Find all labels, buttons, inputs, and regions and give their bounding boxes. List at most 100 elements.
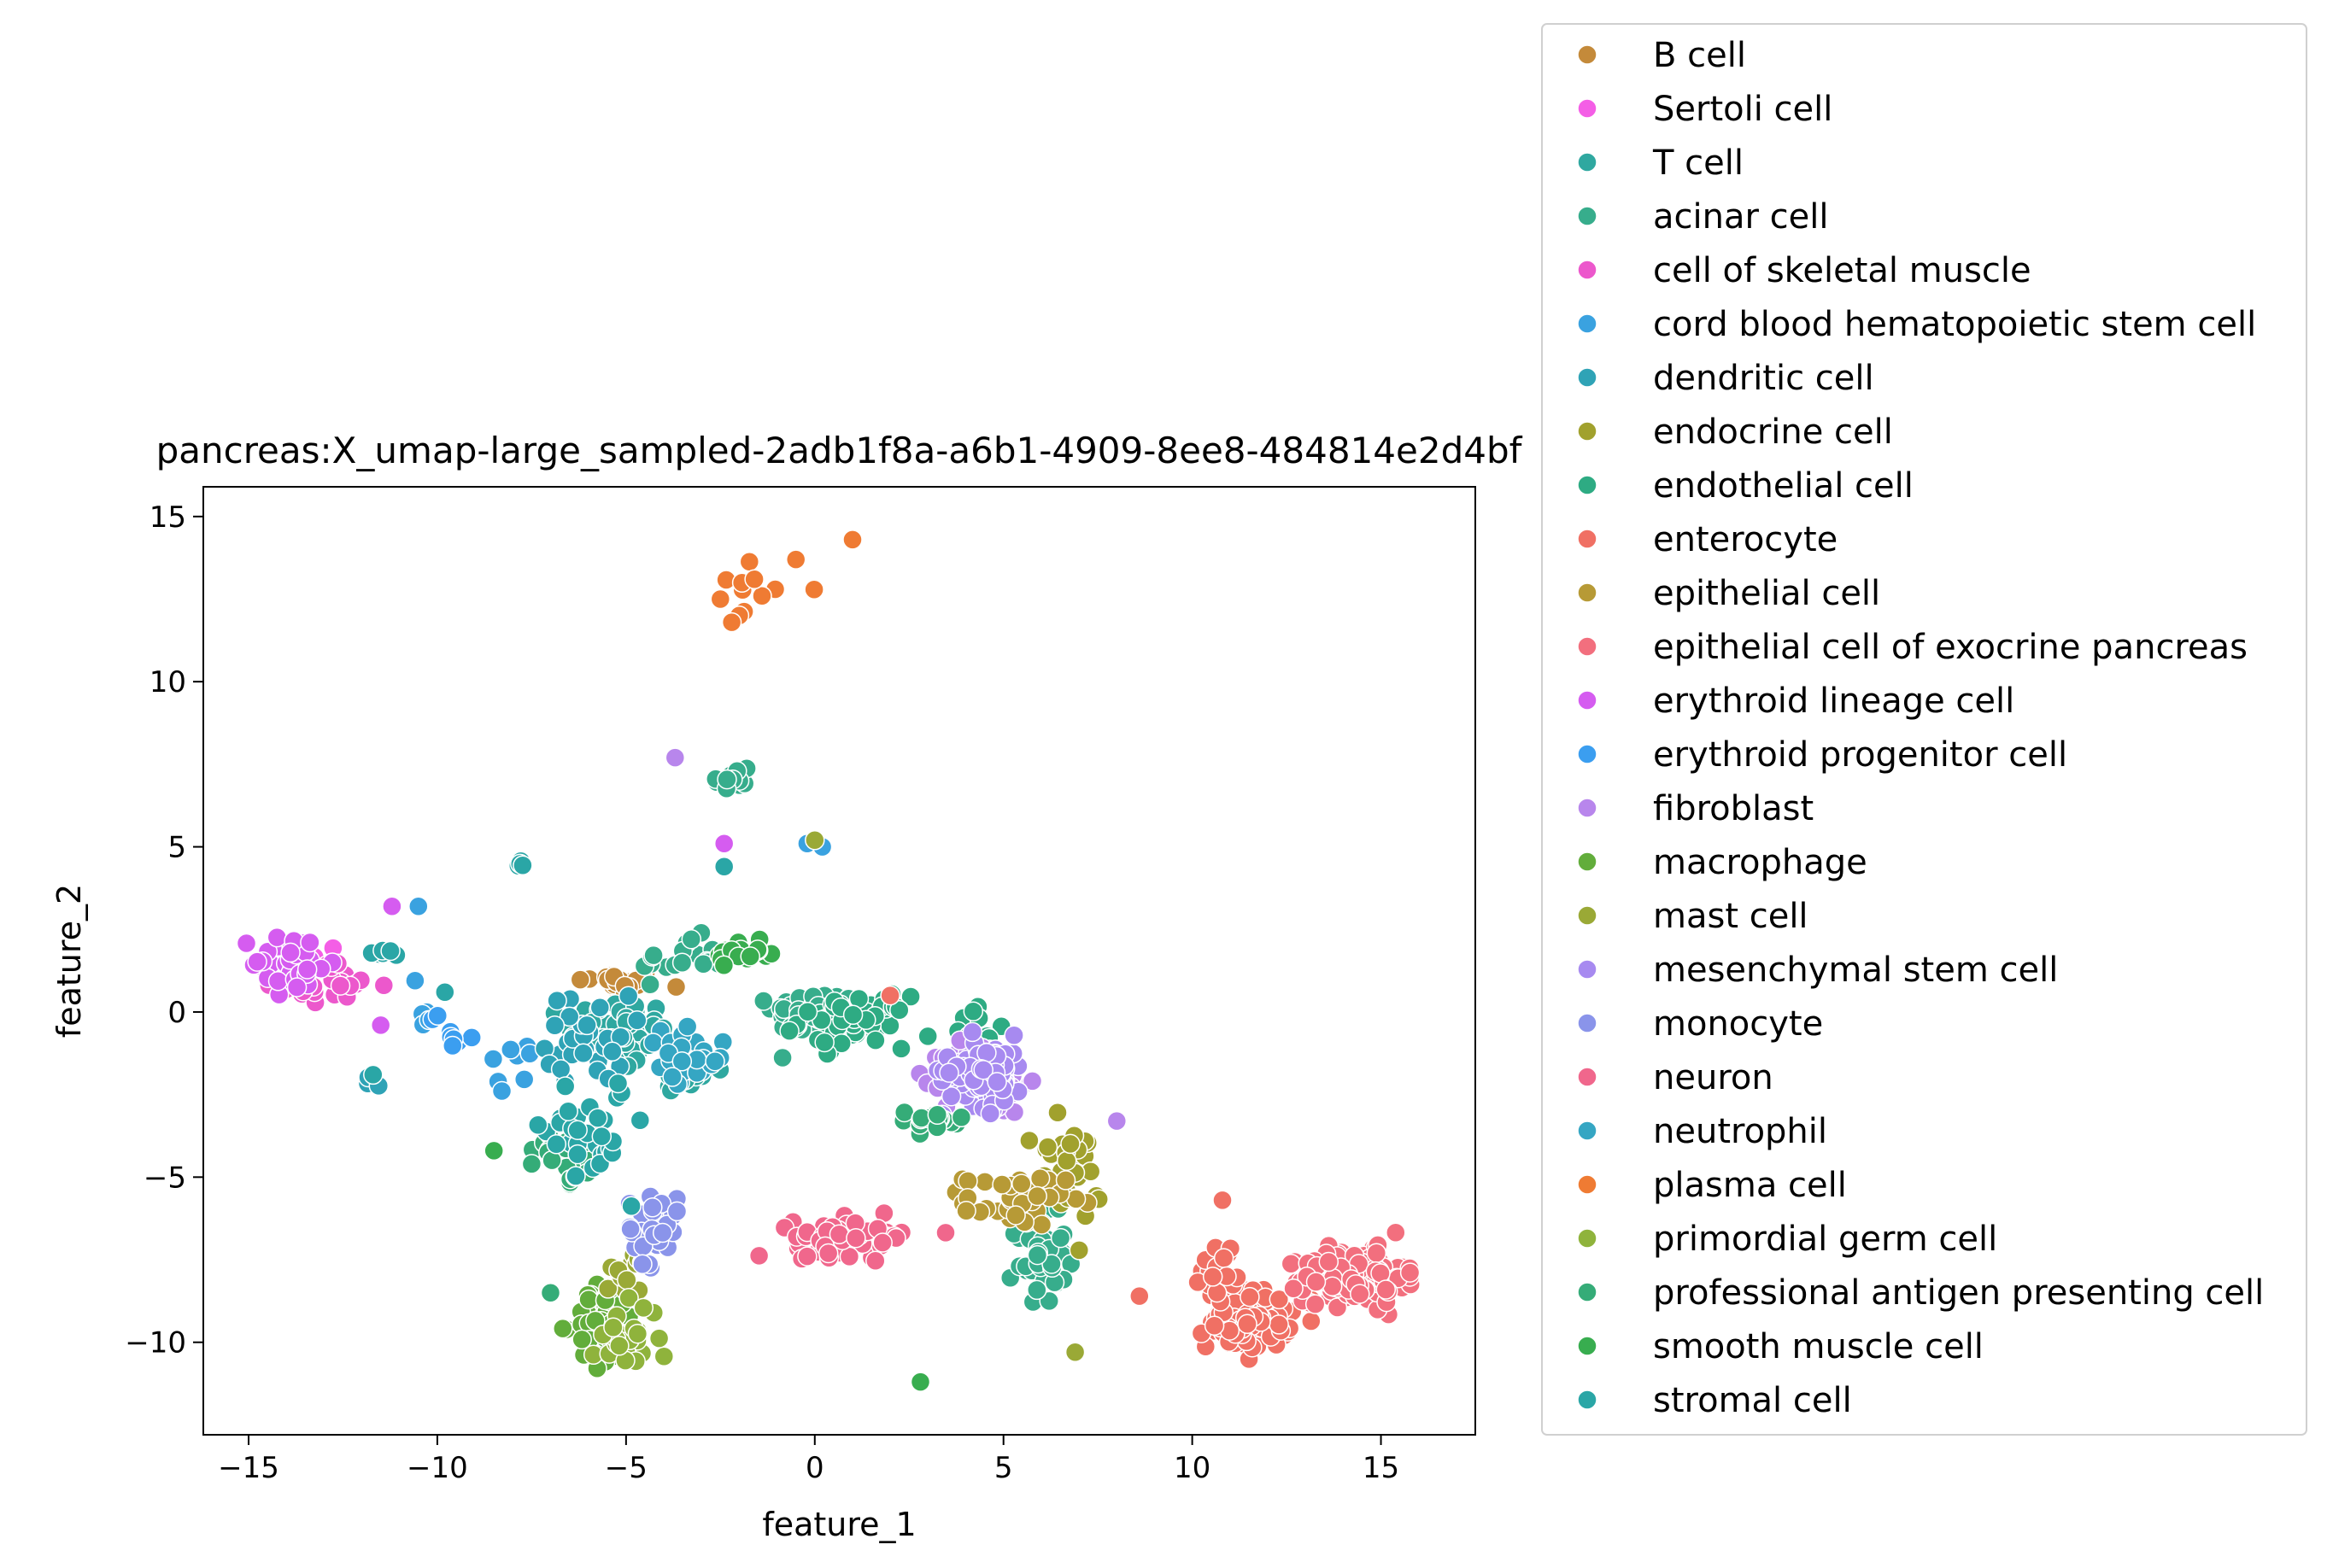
legend-item: neutrophil bbox=[1577, 1112, 1827, 1151]
y-tick-label: −10 bbox=[125, 1326, 186, 1360]
scatter-point bbox=[1212, 1190, 1233, 1211]
scatter-point bbox=[665, 747, 686, 768]
legend-label: T cell bbox=[1652, 143, 1744, 183]
scatter-point bbox=[1041, 1254, 1062, 1274]
legend-label: fibroblast bbox=[1653, 789, 1814, 828]
x-tick-label: 5 bbox=[994, 1451, 1013, 1485]
scatter-point bbox=[865, 1250, 886, 1272]
scatter-point bbox=[236, 933, 257, 954]
legend-label: mast cell bbox=[1653, 897, 1808, 936]
scatter-point bbox=[1240, 1286, 1260, 1308]
scatter-point bbox=[721, 611, 742, 633]
legend: B cell Sertoli cell T cell acinar cell cell … bbox=[1541, 23, 2307, 1436]
plot-area bbox=[203, 487, 1475, 1435]
scatter-point bbox=[939, 1062, 959, 1083]
scatter-point bbox=[550, 1059, 571, 1079]
scatter-point bbox=[1269, 1289, 1290, 1310]
scatter-point bbox=[900, 986, 921, 1007]
scatter-point bbox=[753, 991, 774, 1011]
scatter-point bbox=[744, 569, 765, 590]
scatter-point bbox=[643, 945, 664, 966]
scatter-point bbox=[963, 1001, 984, 1022]
scatter-point bbox=[1069, 1240, 1090, 1261]
scatter-point bbox=[1327, 1297, 1348, 1318]
legend-label: endothelial cell bbox=[1653, 466, 1914, 506]
scatter-point bbox=[267, 971, 289, 992]
legend-item: endothelial cell bbox=[1577, 466, 1914, 506]
legend-label: neutrophil bbox=[1653, 1112, 1827, 1151]
scatter-point bbox=[435, 981, 455, 1003]
legend-label: epithelial cell of exocrine pancreas bbox=[1653, 628, 2248, 667]
scatter-point bbox=[958, 1171, 978, 1191]
legend-item: primordial germ cell bbox=[1577, 1220, 1997, 1259]
legend-marker bbox=[1577, 367, 1597, 388]
x-tick-label: 0 bbox=[806, 1451, 824, 1485]
scatter-point bbox=[1269, 1314, 1289, 1335]
scatter-point bbox=[713, 833, 735, 854]
scatter-point bbox=[891, 1039, 911, 1059]
x-tick-label: −5 bbox=[605, 1451, 648, 1485]
scatter-point bbox=[1318, 1251, 1339, 1273]
scatter-point bbox=[553, 1318, 573, 1339]
scatter-point bbox=[513, 855, 533, 875]
legend-marker bbox=[1577, 1120, 1597, 1141]
legend-marker bbox=[1577, 152, 1597, 173]
y-tick-label: 0 bbox=[167, 996, 186, 1030]
legend-marker bbox=[1577, 98, 1597, 119]
scatter-point bbox=[1047, 1103, 1068, 1123]
scatter-point bbox=[571, 1329, 592, 1350]
legend-label: smooth muscle cell bbox=[1653, 1327, 1984, 1366]
scatter-point bbox=[587, 1108, 608, 1128]
scatter-point bbox=[889, 999, 910, 1021]
legend-marker bbox=[1577, 582, 1597, 603]
scatter-point bbox=[570, 969, 591, 990]
legend-box bbox=[1541, 23, 2307, 1436]
scatter-point bbox=[602, 1041, 623, 1062]
scatter-point bbox=[1005, 1205, 1026, 1226]
scatter-point bbox=[1027, 1279, 1047, 1301]
points-layer bbox=[236, 529, 1421, 1392]
scatter-point bbox=[962, 1021, 983, 1043]
y-tick-label: 10 bbox=[149, 665, 186, 699]
legend-label: B cell bbox=[1653, 36, 1746, 75]
scatter-point bbox=[1386, 1222, 1406, 1243]
scatter-point bbox=[713, 955, 735, 976]
scatter-point bbox=[380, 940, 401, 962]
scatter-point bbox=[1305, 1272, 1327, 1292]
legend-item: mesenchymal stem cell bbox=[1577, 951, 2058, 990]
y-tick-label: −5 bbox=[144, 1161, 186, 1195]
legend-item: T cell bbox=[1577, 143, 1744, 183]
scatter-point bbox=[1375, 1279, 1397, 1300]
scatter-point bbox=[785, 549, 806, 570]
scatter-point bbox=[1037, 1137, 1058, 1157]
legend-label: erythroid lineage cell bbox=[1653, 682, 2014, 721]
legend-item: enterocyte bbox=[1577, 520, 1838, 559]
legend-marker bbox=[1577, 959, 1597, 980]
scatter-point bbox=[917, 1026, 938, 1047]
chart-title: pancreas:X_umap-large_sampled-2adb1f8a-a… bbox=[156, 430, 1523, 471]
legend-item: cord blood hematopoietic stem cell bbox=[1577, 305, 2256, 344]
scatter-point bbox=[665, 976, 687, 998]
scatter-point bbox=[842, 529, 863, 550]
scatter-point bbox=[1399, 1262, 1421, 1283]
legend-marker bbox=[1577, 1013, 1597, 1033]
scatter-point bbox=[865, 1030, 886, 1050]
legend-label: cell of skeletal muscle bbox=[1653, 251, 2031, 290]
legend-label: mesenchymal stem cell bbox=[1653, 951, 2058, 990]
legend-marker bbox=[1577, 744, 1597, 764]
scatter-point bbox=[804, 579, 824, 600]
scatter-point bbox=[818, 1243, 839, 1264]
scatter-point bbox=[607, 1073, 629, 1094]
legend-item: Sertoli cell bbox=[1577, 90, 1832, 129]
scatter-point bbox=[484, 1140, 504, 1161]
scatter-point bbox=[814, 1032, 835, 1053]
legend-label: erythroid progenitor cell bbox=[1653, 735, 2067, 775]
scatter-point bbox=[330, 975, 351, 996]
scatter-point bbox=[1301, 1311, 1322, 1331]
scatter-point bbox=[713, 857, 735, 877]
scatter-point bbox=[621, 1196, 642, 1216]
legend-marker bbox=[1577, 529, 1597, 549]
legend-label: plasma cell bbox=[1653, 1166, 1847, 1205]
scatter-point bbox=[247, 951, 267, 972]
